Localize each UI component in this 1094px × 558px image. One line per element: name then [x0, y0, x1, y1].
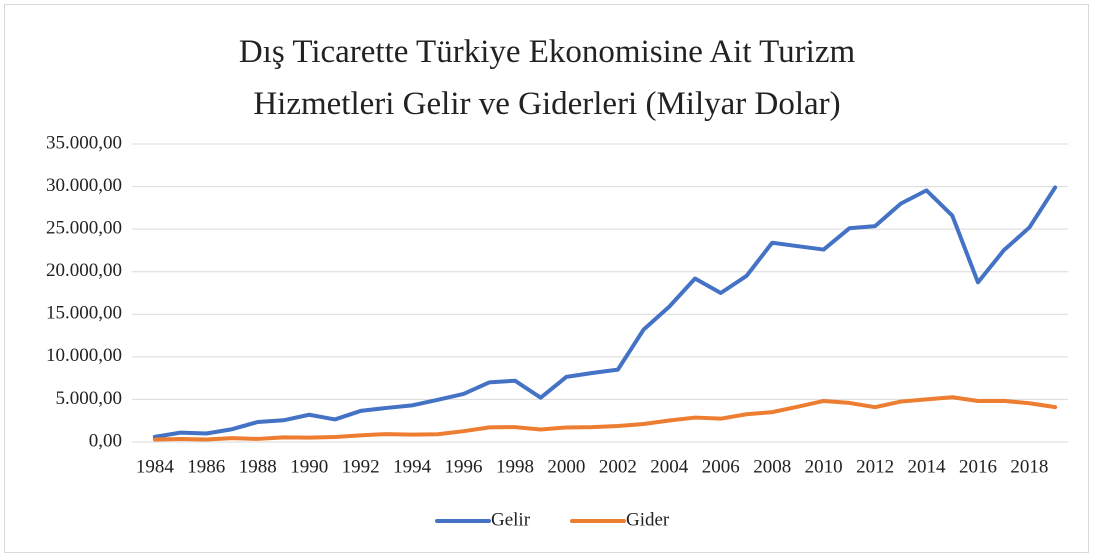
y-tick-label: 15.000,00 — [46, 303, 122, 324]
x-tick-label: 1998 — [496, 456, 534, 477]
y-tick-label: 5.000,00 — [56, 388, 123, 409]
x-tick-label: 2012 — [856, 456, 894, 477]
x-tick-label: 2014 — [908, 456, 947, 477]
x-tick-label: 1988 — [239, 456, 277, 477]
x-tick-label: 1994 — [393, 456, 432, 477]
x-tick-label: 2010 — [805, 456, 843, 477]
series-line — [152, 395, 1058, 442]
series-line — [152, 185, 1058, 439]
y-tick-label: 25.000,00 — [46, 218, 122, 239]
x-tick-label: 2006 — [702, 456, 740, 477]
y-tick-label: 30.000,00 — [46, 175, 122, 196]
x-tick-label: 2016 — [959, 456, 997, 477]
chart-border — [4, 4, 1089, 553]
x-tick-label: 1996 — [445, 456, 483, 477]
x-tick-label: 2004 — [650, 456, 689, 477]
x-tick-label: 2002 — [599, 456, 637, 477]
x-tick-label: 1984 — [136, 456, 175, 477]
y-tick-label: 35.000,00 — [46, 132, 122, 153]
x-tick-label: 1990 — [290, 456, 328, 477]
x-tick-label: 2018 — [1010, 456, 1048, 477]
y-tick-label: 10.000,00 — [46, 345, 122, 366]
x-tick-label: 2008 — [753, 456, 791, 477]
legend-label: Gelir — [491, 509, 531, 530]
chart-title: Dış Ticarette Türkiye Ekonomisine Ait Tu… — [238, 34, 856, 122]
x-tick-label: 1986 — [187, 456, 225, 477]
y-tick-label: 20.000,00 — [46, 260, 122, 281]
x-tick-label: 1992 — [342, 456, 380, 477]
x-tick-label: 2000 — [547, 456, 585, 477]
y-tick-label: 0,00 — [89, 430, 122, 451]
legend-label: Gider — [626, 509, 670, 530]
